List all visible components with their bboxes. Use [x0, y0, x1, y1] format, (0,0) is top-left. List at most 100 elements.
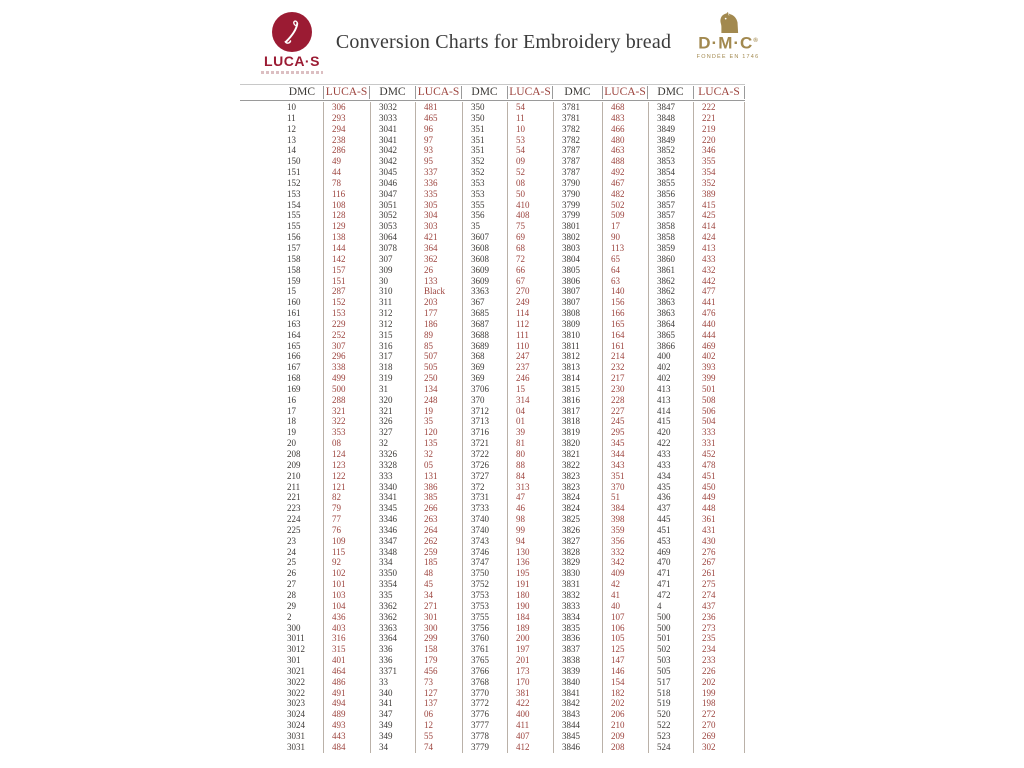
lucas-value-cell: 301 [415, 611, 462, 623]
dmc-horse-icon [720, 12, 739, 33]
dmc-value-cell: 333 [370, 470, 415, 482]
lucas-value-cell: 385 [415, 492, 462, 504]
dmc-value-cell: 3815 [553, 383, 602, 395]
dmc-value-cell: 158 [287, 264, 301, 275]
lucas-value-cell: 208 [602, 741, 648, 753]
dmc-value-cell: 3852 [648, 145, 693, 157]
lucas-value-cell: 234 [693, 644, 745, 656]
dmc-value-cell: 3045 [370, 167, 415, 178]
lucas-value-cell: 245 [602, 416, 648, 428]
lucas-value-cell: 46 [507, 503, 553, 515]
lucas-value-cell: 247 [507, 351, 553, 363]
dmc-value-cell: 369 [462, 373, 507, 384]
dmc-value-cell: 3812 [553, 351, 602, 363]
lucas-value-cell: 449 [693, 492, 745, 504]
dmc-value-cell: 3340 [370, 481, 415, 493]
lucas-value-cell: 75 [507, 221, 553, 233]
lucas-value-cell: 65 [602, 253, 648, 265]
lucas-value-cell: 353 [323, 427, 370, 439]
lucas-value-cell: 222 [693, 102, 745, 113]
dmc-value-cell: 12 [287, 123, 296, 134]
dmc-value-cell: 32 [370, 438, 415, 449]
dmc-value-cell: 3053 [370, 221, 415, 233]
lucas-value-cell: 232 [602, 362, 648, 374]
dmc-value-cell: 3753 [462, 600, 507, 612]
dmc-value-cell: 402 [648, 373, 693, 384]
lucas-value-cell: 35 [415, 416, 462, 428]
lucas-value-cell: 173 [507, 665, 553, 677]
lucas-logo: LUCA·S [252, 12, 332, 74]
lucas-value-cell: 501 [693, 383, 745, 395]
dmc-value-cell: 3863 [648, 297, 693, 309]
lucas-value-cell: 133 [415, 275, 462, 287]
lucas-value-cell: 63 [602, 275, 648, 287]
lucas-value-cell: 209 [602, 730, 648, 742]
lucas-value-cell: 197 [507, 644, 553, 656]
lucas-value-cell: 408 [507, 210, 553, 222]
dmc-value-cell: 451 [648, 524, 693, 536]
lucas-value-cell: 161 [602, 340, 648, 352]
dmc-value-cell: 3787 [553, 167, 602, 178]
dmc-value-cell: 3799 [553, 210, 602, 222]
dmc-value-cell: 469 [648, 546, 693, 558]
lucas-value-cell: 52 [507, 167, 553, 178]
dmc-value-cell: 3862 [648, 275, 693, 287]
lucas-value-cell: 261 [693, 568, 745, 580]
lucas-value-cell: 481 [415, 102, 462, 113]
lucas-value-cell: 185 [415, 557, 462, 569]
dmc-value-cell: 33 [370, 676, 415, 688]
dmc-value-cell: 3756 [462, 622, 507, 634]
lucas-value-cell: 116 [323, 188, 370, 200]
dmc-value-cell: 471 [648, 568, 693, 580]
dmc-value-cell: 3822 [553, 459, 602, 471]
dmc-value-cell: 3787 [553, 156, 602, 168]
lucas-value-cell: 493 [323, 720, 370, 731]
dmc-value-cell: 3858 [648, 221, 693, 233]
dmc-value-cell: 3051 [370, 199, 415, 211]
dmc-value-cell: 517 [648, 676, 693, 688]
dmc-value-cell: 3011 [287, 633, 305, 644]
dmc-value-cell: 3712 [462, 405, 507, 417]
col-header-lucas: LUCA-S [323, 86, 370, 99]
lucas-value-cell: 147 [602, 655, 648, 666]
dmc-value-cell: 221 [287, 492, 301, 503]
dmc-value-cell: 352 [462, 167, 507, 178]
lucas-value-cell: 494 [323, 698, 370, 710]
lucas-value-cell: 400 [507, 709, 553, 721]
lucas-value-cell: 125 [602, 644, 648, 656]
dmc-value-cell: 3819 [553, 427, 602, 439]
lucas-value-cell: 77 [323, 514, 370, 525]
lucas-value-cell: 219 [693, 123, 745, 135]
lucas-value-cell: 433 [693, 253, 745, 265]
table-header-rule [240, 100, 745, 101]
lucas-value-cell: 121 [323, 481, 370, 493]
dmc-value-cell: 356 [462, 210, 507, 222]
lucas-value-cell: 206 [602, 709, 648, 721]
dmc-value-cell: 352 [462, 156, 507, 168]
lucas-value-cell: 274 [693, 589, 745, 601]
lucas-value-cell: 53 [507, 134, 553, 146]
dmc-value-cell: 3345 [370, 503, 415, 515]
lucas-value-cell: 504 [693, 416, 745, 428]
lucas-value-cell: 476 [693, 308, 745, 319]
dmc-value-cell: 502 [648, 644, 693, 656]
lucas-value-cell: 294 [323, 123, 370, 135]
dmc-value-cell: 18 [287, 416, 296, 427]
dmc-value-cell: 3347 [370, 535, 415, 547]
dmc-value-cell: 28 [287, 589, 296, 600]
dmc-value-cell: 3042 [370, 156, 415, 168]
lucas-logo-tagline [261, 71, 323, 74]
dmc-value-cell: 3721 [462, 438, 507, 449]
dmc-value-cell: 3821 [553, 449, 602, 460]
dmc-value-cell: 160 [287, 297, 301, 308]
dmc-value-cell: 165 [287, 340, 301, 351]
lucas-value-cell: 444 [693, 329, 745, 341]
dmc-value-cell: 326 [370, 416, 415, 428]
lucas-value-cell: 90 [602, 232, 648, 243]
dmc-value-cell: 311 [370, 297, 415, 309]
lucas-value-cell: 466 [602, 123, 648, 135]
lucas-value-cell: 354 [693, 167, 745, 178]
table-top-rule [240, 84, 745, 85]
dmc-value-cell: 3024 [287, 720, 305, 731]
lucas-value-cell: 99 [507, 524, 553, 536]
